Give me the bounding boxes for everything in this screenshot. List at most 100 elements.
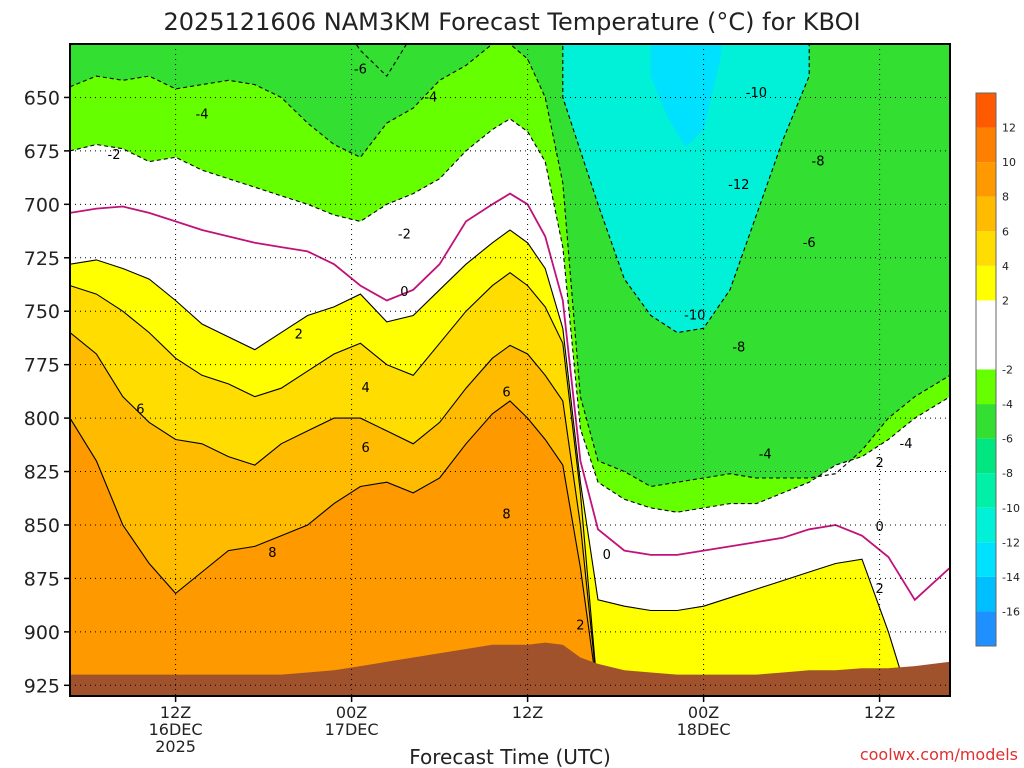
contour-label: 8 <box>502 507 510 522</box>
terrain <box>70 642 950 696</box>
x-tick-label: 17DEC <box>325 720 379 739</box>
colorbar-swatch <box>976 162 996 197</box>
contour-label: -10 <box>684 308 705 323</box>
band-minus2-2 <box>70 118 950 696</box>
isotherm--4 <box>70 44 950 488</box>
isotherm-0 <box>70 192 950 602</box>
colorbar-swatch <box>976 404 996 439</box>
contour-label: 2 <box>295 328 303 343</box>
colorbar-swatch <box>976 127 996 163</box>
cold-core-region <box>562 44 810 333</box>
colorbar-swatch <box>976 93 996 128</box>
colorbar-swatch <box>976 611 996 646</box>
colorbar-swatch <box>976 369 996 405</box>
x-tick-label: 12Z <box>512 703 543 722</box>
colorbar-swatch <box>976 507 996 543</box>
contour-label: 6 <box>136 403 144 418</box>
contour-label: -2 <box>398 227 411 242</box>
y-tick-label: 900 <box>24 622 60 644</box>
y-tick-label: 700 <box>24 194 60 216</box>
contour-label: 6 <box>362 441 370 456</box>
x-tick-label: 12Z <box>160 703 191 722</box>
x-tick-label: 00Z <box>336 703 367 722</box>
colorbar: -16 -14 -12 -10 -8 -6 -4 -2 2 4 6 8 10 12 <box>975 92 1020 647</box>
colorbar-swatch <box>976 438 996 474</box>
contour-label: 6 <box>502 385 510 400</box>
band-minus4-minus2 <box>70 44 950 513</box>
gridlines <box>70 44 950 696</box>
colorbar-swatch <box>976 300 996 370</box>
contour-label: 0 <box>875 520 883 535</box>
band-2-4 <box>70 230 950 696</box>
isotherm--2 <box>70 118 950 513</box>
colorbar-label: -6 <box>1002 433 1013 446</box>
colorbar-label: -4 <box>1002 398 1013 411</box>
contour-labels: -6 -4 -4 -2 -2 0 2 4 6 6 6 8 8 -10 -12 -8 -6 -10 -8 -4 -4 2 0 2… <box>108 63 913 634</box>
contour-label: 0 <box>400 285 408 300</box>
contour-label: 2 <box>875 456 883 471</box>
y-tick-label: 800 <box>24 408 60 430</box>
colorbar-label: -2 <box>1002 364 1013 377</box>
contour-label: 4 <box>362 381 370 396</box>
contour-label: 0 <box>603 548 611 563</box>
contour-label: -4 <box>759 447 772 462</box>
colorbar-label: 12 <box>1002 122 1016 135</box>
y-tick-label: 875 <box>24 568 60 590</box>
contour-label: -2 <box>108 148 121 163</box>
colorbar-swatch <box>976 265 996 301</box>
chart-title: 2025121606 NAM3KM Forecast Temperature (… <box>163 8 860 36</box>
colorbar-label: 6 <box>1002 225 1009 238</box>
colorbar-swatch <box>976 196 996 232</box>
contour-label: -4 <box>424 90 437 105</box>
x-tick-label: 16DEC <box>149 720 203 739</box>
contour-label: -6 <box>354 63 367 78</box>
contour-label: 2 <box>576 618 584 633</box>
band-lt-minus6 <box>356 44 407 77</box>
isotherm-cold-core <box>562 44 810 334</box>
contour-label: -4 <box>900 437 913 452</box>
x-tick-label: 00Z <box>688 703 719 722</box>
colorbar-swatch <box>976 473 996 508</box>
isotherm-2 <box>70 229 909 696</box>
y-tick-label: 750 <box>24 301 60 323</box>
colorbar-label: 10 <box>1002 156 1016 169</box>
y-axis: 650 675 700 725 750 775 800 825 850 875 900 925 <box>24 87 70 697</box>
isotherm-6 <box>70 332 950 696</box>
colorbar-swatch <box>976 576 996 612</box>
colorbar-label: 4 <box>1002 260 1009 273</box>
contour-label: -4 <box>196 108 209 123</box>
contour-label: -8 <box>812 155 825 170</box>
contour-label: -8 <box>732 341 745 356</box>
contour-label: 2 <box>875 582 883 597</box>
x-tick-label: 2025 <box>155 737 196 756</box>
temperature-field <box>70 44 950 696</box>
colorbar-label: -8 <box>1002 467 1013 480</box>
y-tick-label: 775 <box>24 355 60 377</box>
y-tick-label: 725 <box>24 248 60 270</box>
colorbar-label: -12 <box>1002 536 1020 549</box>
colorbar-label: 2 <box>1002 294 1009 307</box>
colorbar-swatch <box>976 231 996 266</box>
y-tick-label: 825 <box>24 462 60 484</box>
y-tick-label: 650 <box>24 87 60 109</box>
x-tick-label: 18DEC <box>677 720 731 739</box>
band-6-8 <box>70 332 950 696</box>
colorbar-label: -16 <box>1002 605 1020 618</box>
isotherm-8 <box>70 400 950 696</box>
y-tick-label: 850 <box>24 515 60 537</box>
colorbar-label: 8 <box>1002 191 1009 204</box>
colorbar-swatch <box>976 542 996 577</box>
y-tick-label: 925 <box>24 675 60 697</box>
colorbar-frame <box>975 92 997 647</box>
colorbar-label: -14 <box>1002 571 1020 584</box>
x-axis-title: Forecast Time (UTC) <box>409 745 611 768</box>
colorbar-label: -10 <box>1002 502 1020 515</box>
x-tick-label: 12Z <box>864 703 895 722</box>
contour-label: -6 <box>803 236 816 251</box>
credit-text[interactable]: coolwx.com/models <box>860 745 1018 764</box>
band-gt-8 <box>70 401 950 696</box>
contour-label: -10 <box>746 86 767 101</box>
contour-label: -12 <box>728 178 749 193</box>
